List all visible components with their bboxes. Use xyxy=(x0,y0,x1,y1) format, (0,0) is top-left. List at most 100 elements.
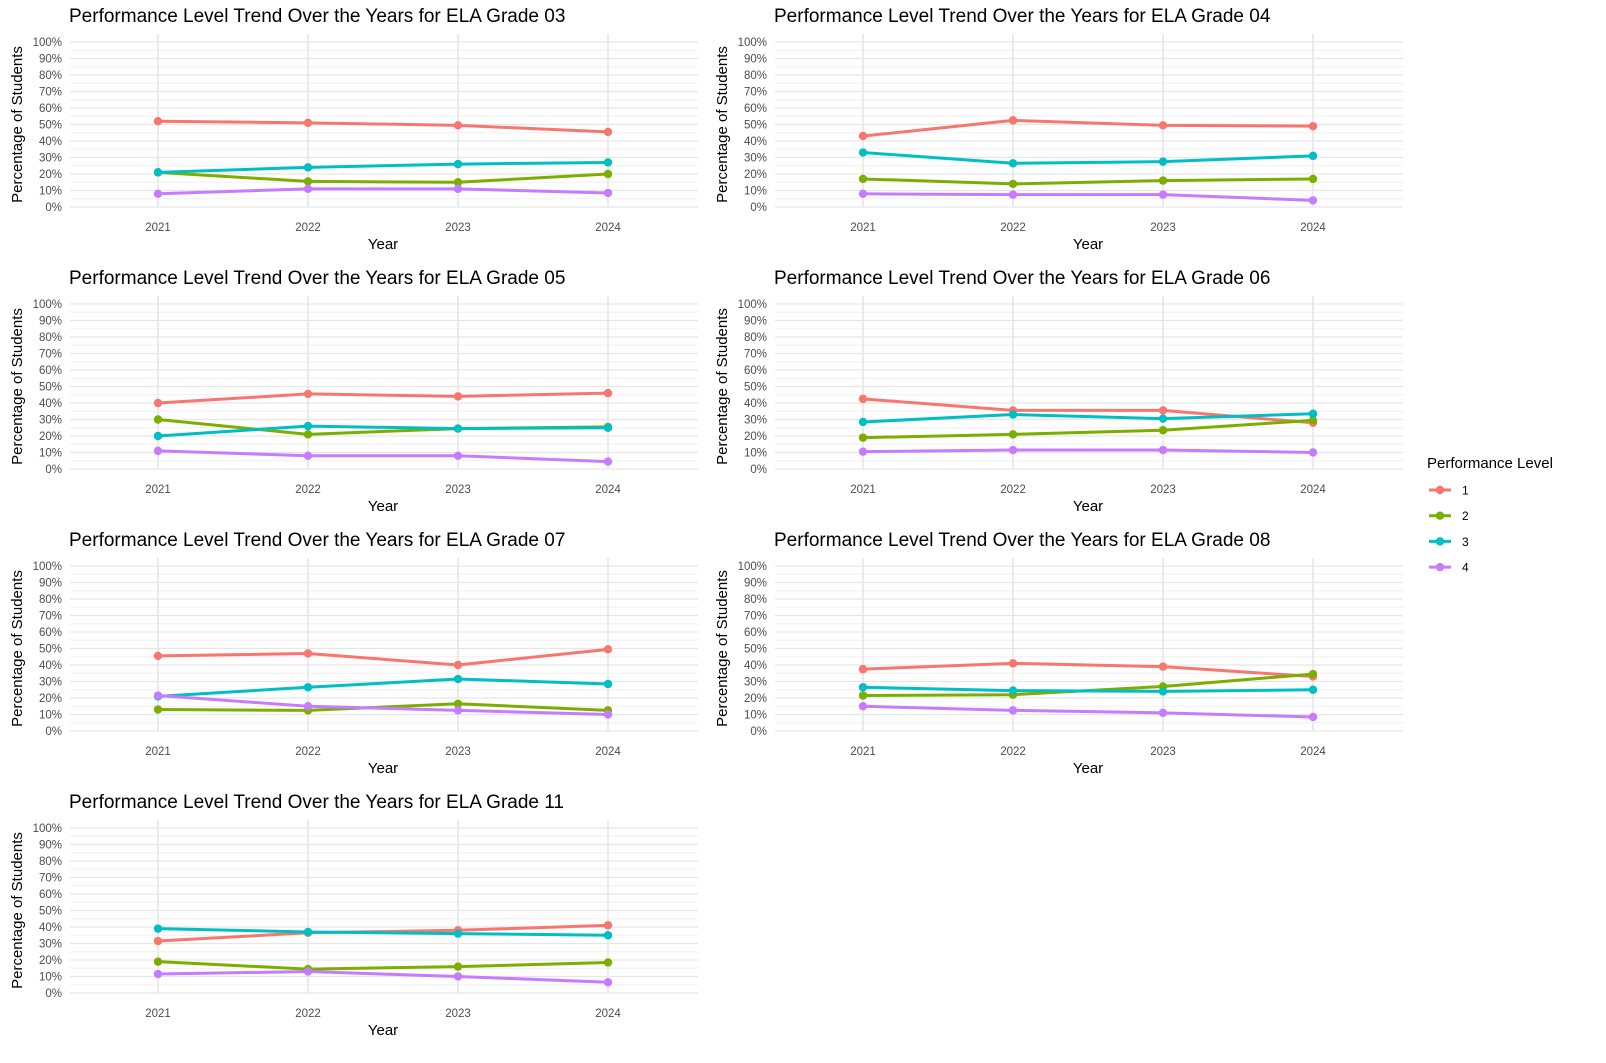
y-tick-label: 10% xyxy=(39,972,62,984)
data-point-level-2 xyxy=(1008,430,1018,439)
y-tick-label: 90% xyxy=(744,316,767,328)
y-tick-label: 40% xyxy=(39,660,62,672)
data-point-level-1 xyxy=(603,921,613,930)
data-point-level-3 xyxy=(303,421,313,431)
y-tick-label: 50% xyxy=(744,382,767,394)
y-tick-label: 40% xyxy=(744,660,767,672)
y-tick-label: 0% xyxy=(45,202,62,214)
data-point-level-1 xyxy=(303,118,313,128)
x-tick-label: 2022 xyxy=(295,746,321,758)
data-point-level-4 xyxy=(453,184,463,194)
x-tick-label: 2023 xyxy=(445,746,471,758)
x-tick-label: 2021 xyxy=(850,222,876,234)
y-tick-label: 70% xyxy=(744,349,767,361)
y-tick-label: 100% xyxy=(33,561,62,573)
y-tick-label: 20% xyxy=(39,169,62,181)
series-line-level-1 xyxy=(157,391,609,405)
data-point-level-2 xyxy=(858,174,868,184)
series-line-level-4 xyxy=(157,187,609,196)
y-tick-label: 80% xyxy=(39,332,62,344)
y-tick-label: 90% xyxy=(39,54,62,66)
x-tick-label: 2022 xyxy=(1000,484,1026,496)
legend-swatch-point xyxy=(1435,511,1445,520)
x-tick-label: 2023 xyxy=(445,222,471,234)
series-line-level-3 xyxy=(862,151,1314,165)
series-line-level-4 xyxy=(157,970,609,984)
x-tick-label: 2021 xyxy=(850,484,876,496)
legend-title: Performance Level xyxy=(1427,455,1553,472)
x-tick-label: 2024 xyxy=(595,1008,621,1020)
y-tick-label: 90% xyxy=(39,578,62,590)
data-point-level-4 xyxy=(303,451,313,460)
x-tick-label: 2021 xyxy=(850,746,876,758)
data-point-level-4 xyxy=(603,188,613,198)
y-tick-label: 30% xyxy=(39,677,62,689)
data-point-level-4 xyxy=(303,184,313,194)
y-tick-label: 10% xyxy=(744,710,767,722)
data-point-level-1 xyxy=(1158,662,1168,671)
y-tick-label: 60% xyxy=(744,365,767,377)
y-tick-label: 100% xyxy=(738,561,767,573)
y-tick-label: 70% xyxy=(39,873,62,885)
y-tick-label: 30% xyxy=(39,415,62,427)
x-tick-label: 2024 xyxy=(1300,746,1326,758)
data-point-level-2 xyxy=(303,177,313,186)
x-tick-label: 2024 xyxy=(595,484,621,496)
data-point-level-4 xyxy=(858,447,868,456)
y-tick-label: 10% xyxy=(39,710,62,722)
chart-title: Performance Level Trend Over the Years f… xyxy=(774,268,1270,289)
y-tick-label: 30% xyxy=(744,677,767,689)
data-point-level-4 xyxy=(1008,190,1018,199)
data-point-level-2 xyxy=(858,433,868,442)
data-point-level-2 xyxy=(1158,176,1168,185)
y-tick-label: 10% xyxy=(744,448,767,460)
chart-title: Performance Level Trend Over the Years f… xyxy=(69,792,564,813)
data-point-level-3 xyxy=(603,158,613,167)
y-tick-label: 40% xyxy=(744,398,767,410)
y-tick-label: 90% xyxy=(744,54,767,66)
data-point-level-4 xyxy=(1008,445,1018,455)
legend-entry-label: 2 xyxy=(1462,509,1469,523)
y-tick-label: 80% xyxy=(39,70,62,82)
chart-panel-grade-3: 0% 10% 20% 30% 40% 50% 60% 70% 80% 90% 100% 2021 202… xyxy=(714,268,1403,515)
data-point-level-4 xyxy=(453,972,463,981)
x-tick-label: 2022 xyxy=(1000,746,1026,758)
data-point-level-2 xyxy=(1158,426,1168,435)
y-tick-label: 20% xyxy=(39,431,62,443)
data-point-level-3 xyxy=(1008,686,1018,695)
y-tick-label: 20% xyxy=(39,693,62,705)
chart-panel-grade-5: 0% 10% 20% 30% 40% 50% 60% 70% 80% 90% 100% 2021 202… xyxy=(714,530,1403,777)
y-axis-label: Percentage of Students xyxy=(9,832,26,989)
x-axis-label: Year xyxy=(1073,498,1103,515)
series-line-level-3 xyxy=(862,685,1314,693)
data-point-level-3 xyxy=(1308,409,1318,418)
data-point-level-3 xyxy=(453,159,463,169)
y-tick-label: 100% xyxy=(33,299,62,311)
data-point-level-1 xyxy=(303,649,313,658)
y-tick-label: 40% xyxy=(39,398,62,410)
data-point-level-1 xyxy=(303,389,313,399)
y-tick-label: 40% xyxy=(744,136,767,148)
y-tick-label: 60% xyxy=(744,103,767,115)
x-tick-label: 2022 xyxy=(1000,222,1026,234)
data-point-level-3 xyxy=(1308,151,1318,161)
data-point-level-2 xyxy=(153,957,163,966)
y-tick-label: 20% xyxy=(39,955,62,967)
series-line-level-3 xyxy=(157,424,609,438)
data-point-level-2 xyxy=(453,699,463,708)
x-tick-label: 2022 xyxy=(295,1008,321,1020)
y-tick-label: 70% xyxy=(744,611,767,623)
data-point-level-2 xyxy=(603,169,613,179)
data-point-level-2 xyxy=(1308,669,1318,679)
y-tick-label: 100% xyxy=(738,299,767,311)
data-point-level-4 xyxy=(1308,196,1318,205)
data-point-level-1 xyxy=(858,664,868,674)
y-tick-label: 50% xyxy=(39,120,62,132)
data-point-level-4 xyxy=(858,702,868,711)
y-tick-label: 100% xyxy=(33,823,62,835)
series-line-level-4 xyxy=(862,192,1314,202)
y-tick-label: 30% xyxy=(744,415,767,427)
data-point-level-2 xyxy=(453,178,463,187)
legend-entry-label: 4 xyxy=(1462,561,1469,575)
